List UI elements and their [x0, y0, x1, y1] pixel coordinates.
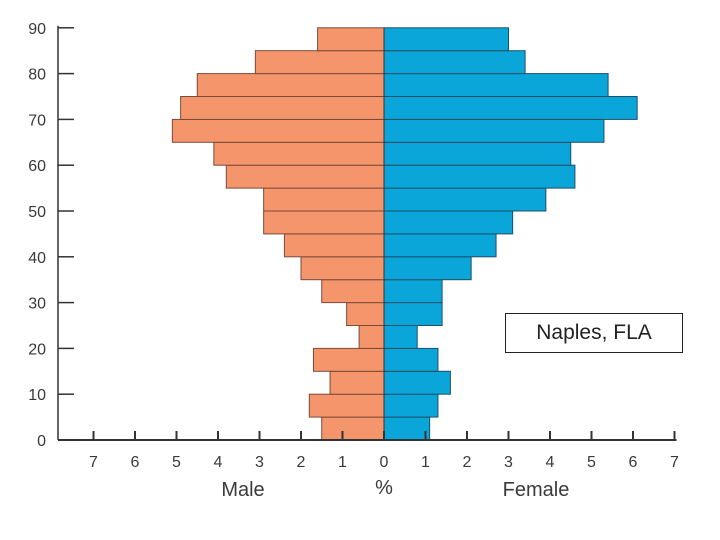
- bar-female-40-44: [383, 233, 497, 258]
- bar-male-35-39: [300, 256, 385, 281]
- chart-annotation-box: Naples, FLA: [505, 313, 683, 353]
- bar-male-55-59: [225, 164, 385, 189]
- bar-female-55-59: [383, 164, 576, 189]
- x-tick-label: 7: [670, 454, 679, 471]
- chart-annotation-text: Naples, FLA: [536, 321, 652, 344]
- bar-female-20-24: [383, 325, 418, 349]
- bar-female-70-74: [383, 96, 638, 120]
- x-tick-label: 3: [255, 454, 264, 471]
- x-axis-label-percent: %: [375, 477, 393, 499]
- bar-male-40-44: [283, 233, 385, 258]
- x-tick-label: 2: [463, 454, 472, 471]
- bar-male-85-89: [317, 27, 385, 52]
- bar-male-0-4: [321, 416, 385, 441]
- x-axis-label-female: Female: [503, 479, 570, 501]
- bar-female-50-54: [383, 187, 547, 212]
- x-tick-label: 1: [338, 454, 347, 471]
- y-tick-label: 80: [28, 67, 46, 84]
- bar-female-10-14: [383, 370, 451, 395]
- bar-female-45-49: [383, 210, 514, 235]
- y-tick-label: 30: [28, 296, 46, 313]
- y-tick-label: 40: [28, 250, 46, 267]
- x-tick-label: 7: [89, 454, 98, 471]
- x-tick-label: 2: [297, 454, 306, 471]
- x-tick-label: 1: [421, 454, 430, 471]
- bar-female-15-19: [383, 347, 439, 372]
- bars-layer: [171, 27, 638, 441]
- y-tick-label: 50: [28, 204, 46, 221]
- axes-layer: [57, 25, 677, 441]
- x-tick-label: 4: [214, 454, 223, 471]
- bar-female-25-29: [383, 302, 443, 327]
- x-tick-label: 5: [172, 454, 181, 471]
- bar-female-85-89: [383, 27, 509, 52]
- bar-female-35-39: [383, 256, 472, 281]
- bar-male-20-24: [358, 325, 385, 349]
- bar-female-75-79: [383, 73, 609, 97]
- bar-male-65-69: [171, 118, 385, 143]
- x-tick-label: 5: [587, 454, 596, 471]
- x-tick-label: 6: [629, 454, 638, 471]
- bar-female-30-34: [383, 279, 443, 304]
- y-tick-label: 10: [28, 387, 46, 404]
- bar-male-25-29: [346, 302, 385, 327]
- bar-female-60-64: [383, 141, 572, 166]
- bar-male-15-19: [312, 347, 385, 372]
- bar-female-5-9: [383, 393, 439, 418]
- y-tick-label: 20: [28, 341, 46, 358]
- y-tick-label: 90: [28, 21, 46, 38]
- bar-female-80-84: [383, 50, 526, 75]
- bar-male-10-14: [329, 370, 385, 395]
- bar-male-75-79: [196, 73, 385, 97]
- bar-male-50-54: [263, 187, 385, 212]
- bar-female-65-69: [383, 118, 605, 143]
- x-axis-label-male: Male: [221, 479, 264, 501]
- bar-male-30-34: [321, 279, 385, 304]
- x-tick-label: 0: [380, 454, 389, 471]
- x-tick-label: 3: [504, 454, 513, 471]
- y-tick-label: 60: [28, 158, 46, 175]
- bar-female-0-4: [383, 416, 431, 441]
- bar-male-70-74: [180, 96, 385, 120]
- y-tick-label: 70: [28, 112, 46, 129]
- x-tick-label: 6: [131, 454, 140, 471]
- bar-male-45-49: [263, 210, 385, 235]
- y-tick-label: 0: [37, 433, 46, 450]
- bar-male-80-84: [254, 50, 385, 75]
- x-tick-label: 4: [546, 454, 555, 471]
- bar-male-60-64: [213, 141, 385, 166]
- bar-male-5-9: [308, 393, 385, 418]
